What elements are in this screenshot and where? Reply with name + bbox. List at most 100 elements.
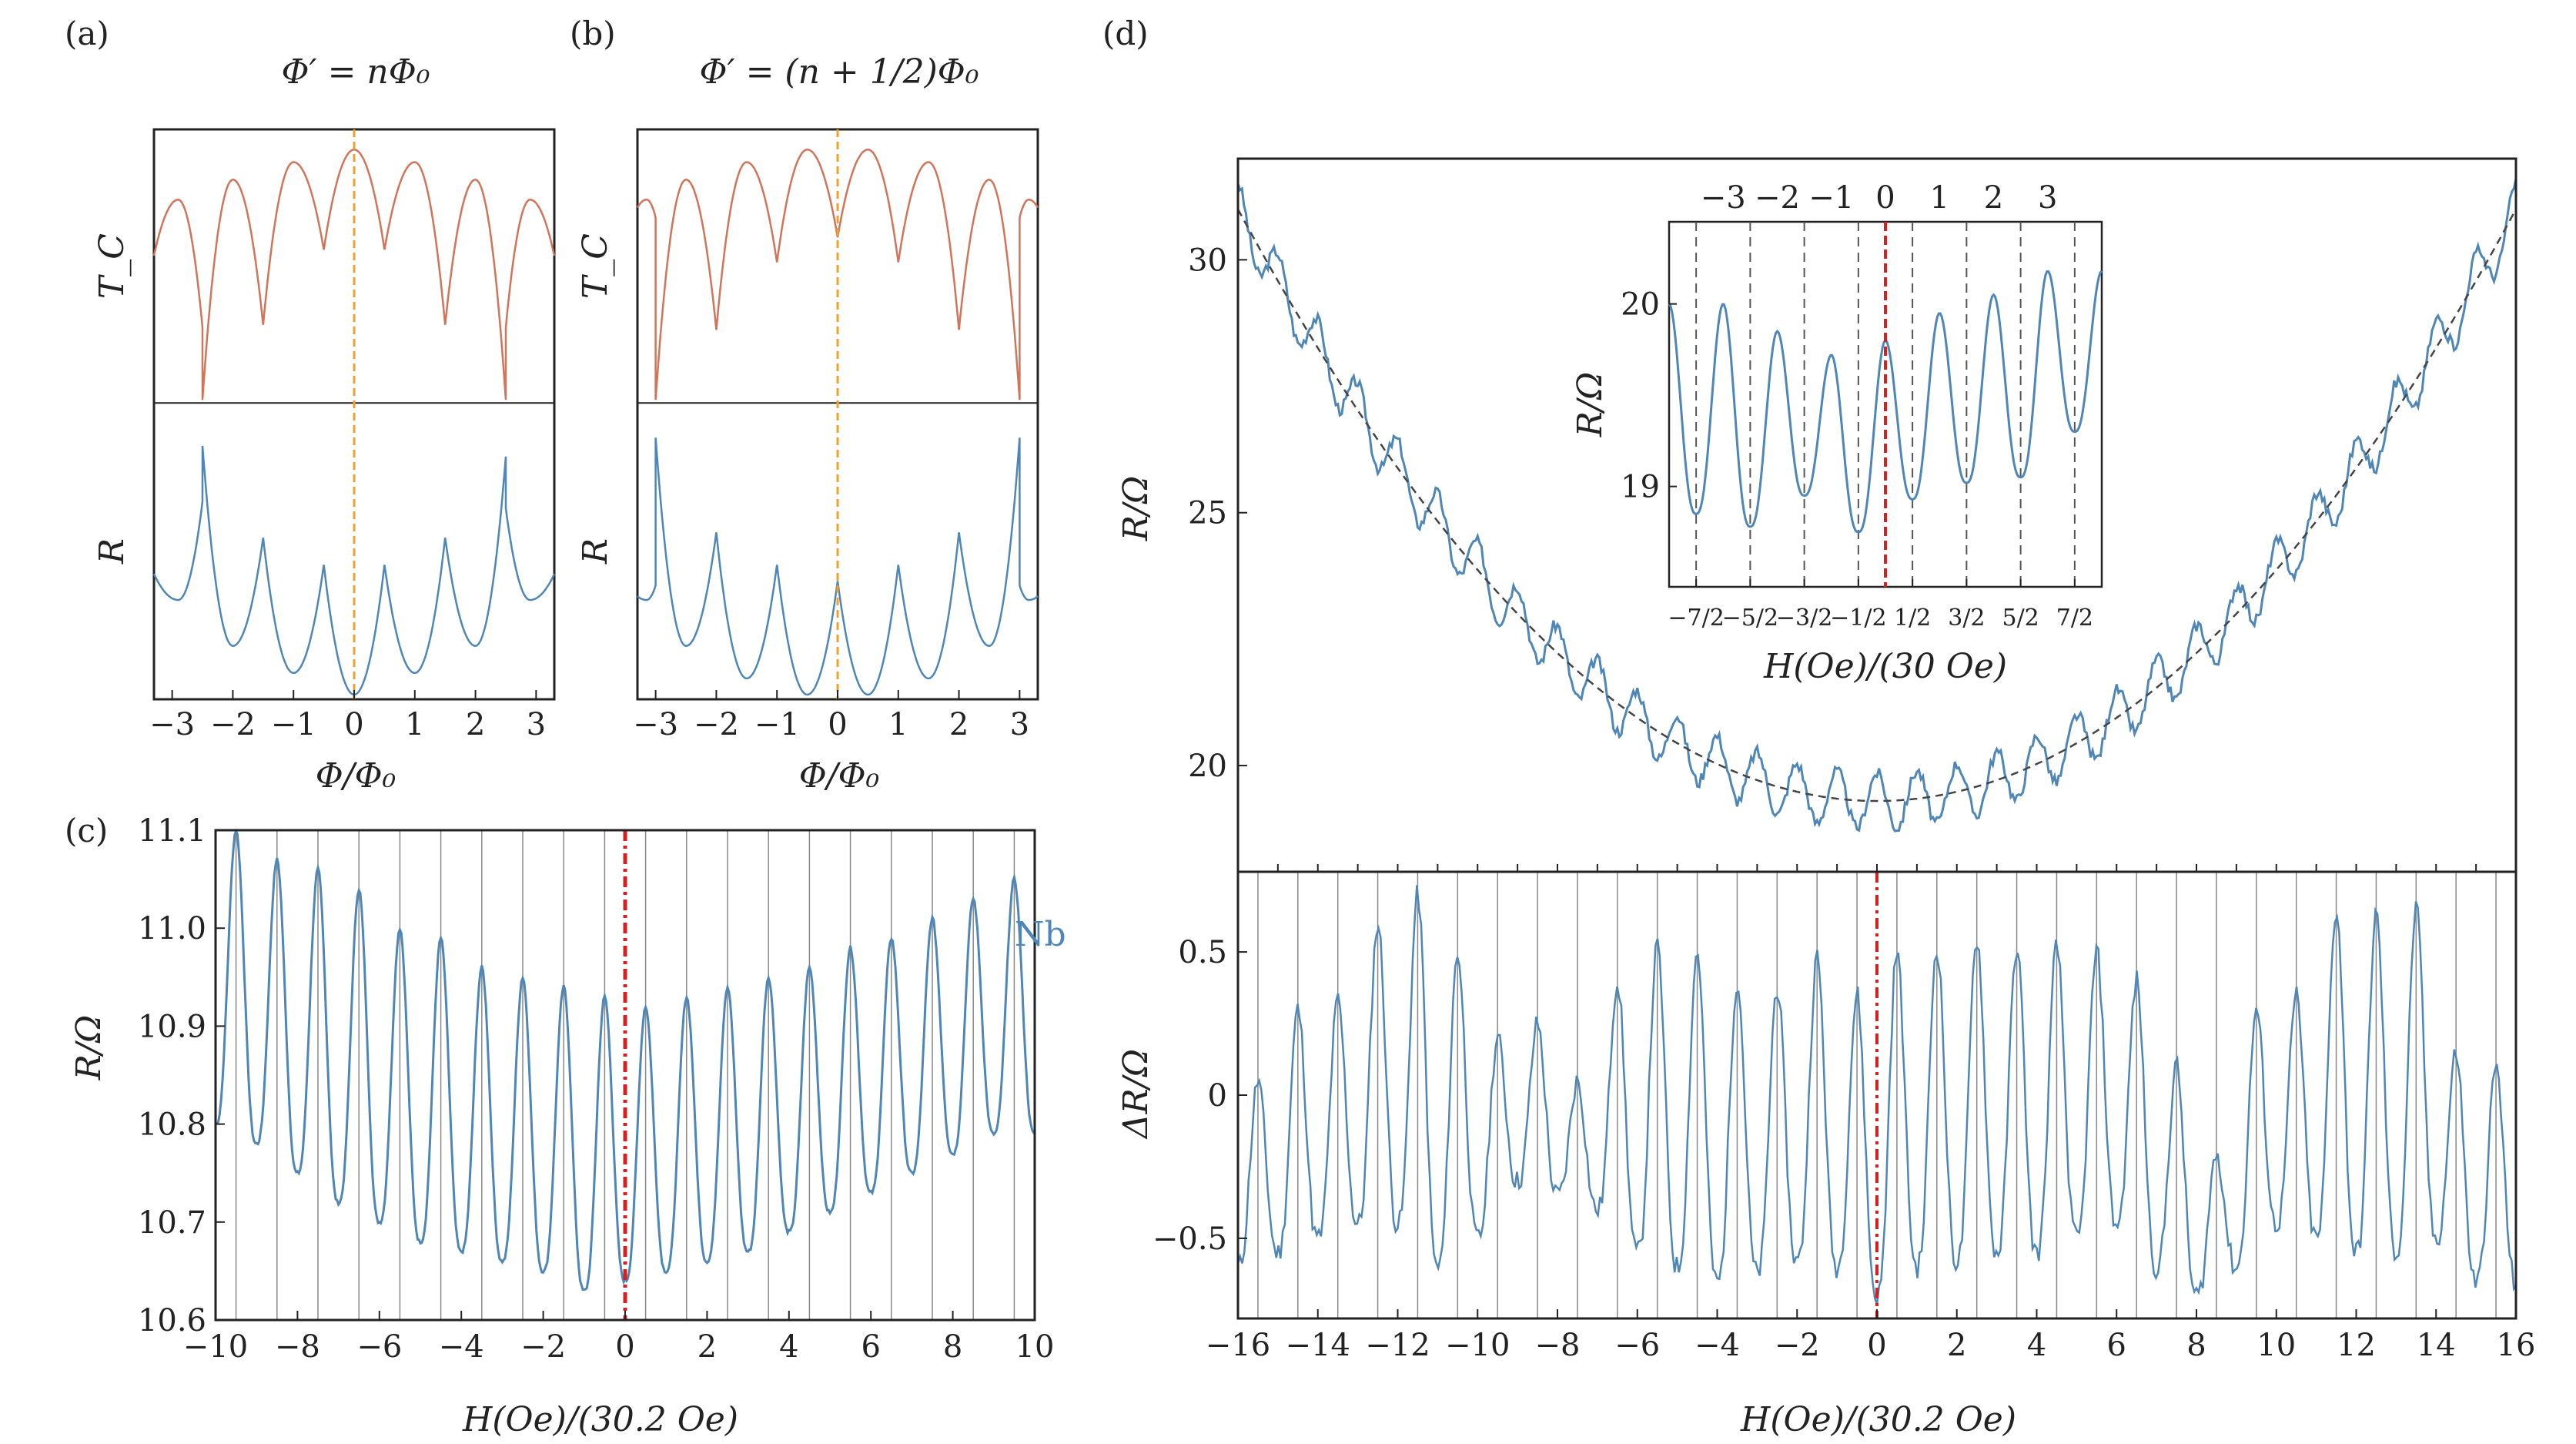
inset-bottom-tick-label: 3/2 xyxy=(1948,605,1985,632)
panel-c-annotation: Nb xyxy=(1015,915,1066,954)
y-tick-label: 10.8 xyxy=(138,1107,206,1143)
x-tick-label: −6 xyxy=(356,1329,402,1365)
panel-d-xlabel: H(Oe)/(30.2 Oe) xyxy=(1740,1400,2016,1439)
x-tick-label: 8 xyxy=(943,1329,962,1365)
r-data-line xyxy=(1236,178,2517,833)
x-tick-label: −12 xyxy=(1365,1328,1430,1363)
inset-bottom-tick-label: −5/2 xyxy=(1722,605,1778,632)
x-tick-label: −10 xyxy=(183,1329,248,1365)
y-tick-label: 0 xyxy=(1208,1078,1227,1114)
x-tick-label: −6 xyxy=(1614,1328,1660,1363)
inset-bottom-tick-label: −7/2 xyxy=(1668,605,1724,632)
x-tick-label: 0 xyxy=(828,707,847,742)
x-tick-label: 2 xyxy=(698,1329,717,1365)
x-tick-label: 6 xyxy=(2107,1328,2126,1363)
inset-bottom-tick-label: 5/2 xyxy=(2002,605,2039,632)
y-tick-label: 30 xyxy=(1188,243,1227,278)
x-tick-label: −4 xyxy=(439,1329,484,1365)
x-tick-label: 0 xyxy=(344,707,363,742)
x-tick-label: 10 xyxy=(1015,1329,1055,1365)
x-tick-label: −14 xyxy=(1286,1328,1350,1363)
x-tick-label: 0 xyxy=(615,1329,634,1365)
x-tick-label: 4 xyxy=(2027,1328,2046,1363)
x-tick-label: 1 xyxy=(405,707,424,742)
tc-ylabel: T_C xyxy=(92,233,132,299)
panel-b-chart: −3 −2 −1 0 1 2 3 T_C R xyxy=(576,128,1039,742)
panel-c-chart: −10 −8 −6 −4 −2 0 2 4 6 8 10 10.6 10.7 10.8 10.9 11.0 11… xyxy=(138,813,1055,1365)
panel-label-a: (a) xyxy=(65,15,109,52)
inset-bottom-tick-label: −1/2 xyxy=(1830,605,1886,632)
inset-top-tick-label: −1 xyxy=(1808,180,1854,216)
panel-a-chart: −3 −2 −1 0 1 2 3 T_C R xyxy=(92,128,556,742)
inset-top-tick-label: 2 xyxy=(1984,180,2003,216)
r-series-line xyxy=(637,437,1039,696)
panel-label-b: (b) xyxy=(570,15,616,52)
y-tick-label: 10.9 xyxy=(138,1009,206,1044)
x-tick-label: 16 xyxy=(2497,1328,2536,1363)
inset-xlabel: H(Oe)/(30 Oe) xyxy=(1763,647,2007,686)
x-tick-label: −3 xyxy=(149,707,195,742)
y-tick-label: 11.0 xyxy=(138,911,206,946)
x-tick-label: −1 xyxy=(754,707,800,742)
x-tick-label: −8 xyxy=(275,1329,320,1365)
inset-top-tick-label: 3 xyxy=(2038,180,2057,216)
x-tick-label: −16 xyxy=(1206,1328,1270,1363)
inset-bottom-tick-label: 1/2 xyxy=(1894,605,1931,632)
x-tick-label: 2 xyxy=(466,707,485,742)
inset-top-tick-label: 0 xyxy=(1875,180,1895,216)
panel-label-c: (c) xyxy=(65,812,108,849)
inset-bottom-tick-label: −3/2 xyxy=(1776,605,1832,632)
panel-b-xlabel: Φ/Φ₀ xyxy=(799,756,880,796)
x-tick-label: 8 xyxy=(2186,1328,2206,1363)
y-tick-label: 20 xyxy=(1188,749,1227,784)
x-tick-label: 14 xyxy=(2417,1328,2456,1363)
panel-d-top-ylabel: R/Ω xyxy=(1116,476,1156,541)
x-tick-label: −3 xyxy=(633,707,678,742)
panel-label-d: (d) xyxy=(1102,15,1149,52)
panel-d-bottom-ylabel: ΔR/Ω xyxy=(1116,1049,1156,1140)
inset-top-tick-label: 1 xyxy=(1930,180,1949,216)
y-tick-label: 0.5 xyxy=(1178,935,1227,970)
y-tick-label: −0.5 xyxy=(1153,1221,1227,1257)
x-tick-label: −8 xyxy=(1535,1328,1581,1363)
x-tick-label: 4 xyxy=(779,1329,798,1365)
tc-series-line xyxy=(636,148,1039,400)
x-tick-label: −10 xyxy=(1445,1328,1510,1363)
inset-top-tick-label: −3 xyxy=(1701,180,1746,216)
y-tick-label: 11.1 xyxy=(138,813,206,849)
x-tick-label: −2 xyxy=(520,1329,566,1365)
y-tick-label: 10.6 xyxy=(138,1303,206,1338)
x-tick-label: 0 xyxy=(1867,1328,1886,1363)
x-tick-label: 3 xyxy=(1010,707,1029,742)
inset-y-tick-label: 20 xyxy=(1621,287,1660,323)
tc-series-line xyxy=(152,148,556,400)
panel-c-ylabel: R/Ω xyxy=(69,1015,109,1080)
r-ylabel: R xyxy=(92,538,132,565)
panel-b-title: Φ′ = (n + 1/2)Φ₀ xyxy=(700,52,979,92)
parabolic-fit-line xyxy=(1236,209,2517,802)
inset-bottom-tick-label: 7/2 xyxy=(2056,605,2093,632)
panel-a-xlabel: Φ/Φ₀ xyxy=(316,756,396,796)
r-ylabel: R xyxy=(576,538,615,565)
x-tick-label: 10 xyxy=(2257,1328,2296,1363)
x-tick-label: 2 xyxy=(949,707,969,742)
x-tick-label: −2 xyxy=(210,707,256,742)
y-tick-label: 25 xyxy=(1188,496,1227,531)
x-tick-label: 2 xyxy=(1947,1328,1966,1363)
x-tick-label: 3 xyxy=(527,707,546,742)
x-tick-label: −2 xyxy=(1775,1328,1820,1363)
inset-ylabel: R/Ω xyxy=(1571,372,1610,437)
x-tick-label: −1 xyxy=(271,707,316,742)
x-tick-label: −2 xyxy=(694,707,739,742)
inset-top-tick-label: −2 xyxy=(1755,180,1800,216)
x-tick-label: −4 xyxy=(1694,1328,1740,1363)
r-series-line xyxy=(152,445,556,696)
tc-ylabel: T_C xyxy=(576,233,615,299)
panel-c-xlabel: H(Oe)/(30.2 Oe) xyxy=(462,1400,738,1439)
x-tick-label: 1 xyxy=(888,707,908,742)
x-tick-label: 12 xyxy=(2337,1328,2376,1363)
inset-y-tick-label: 19 xyxy=(1621,470,1660,505)
x-tick-label: 6 xyxy=(861,1329,880,1365)
